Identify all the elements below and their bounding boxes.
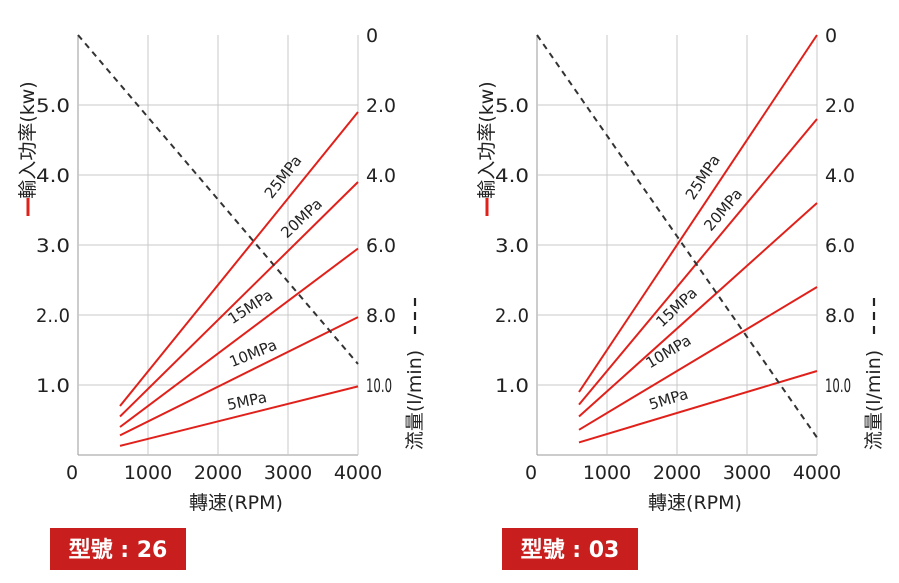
y-right-tick-label: 8.0: [366, 305, 396, 327]
series-label: 20MPa: [700, 185, 746, 235]
y-left-tick-label: 5.0: [36, 95, 70, 117]
y-left-tick-label: 5.0: [495, 95, 529, 117]
y-left-tick-label: 3.0: [36, 235, 70, 257]
y-right-tick-label: 10.0: [366, 375, 392, 397]
model-badge: [502, 528, 638, 570]
y-right-tick-label: 4.0: [366, 165, 396, 187]
y-left-tick-label: 2..0: [36, 305, 70, 327]
y-right-tick-label: 6.0: [825, 235, 855, 257]
series-label: 25MPa: [682, 152, 724, 203]
x-tick-label: 1000: [583, 462, 631, 484]
power-series-line: [119, 181, 359, 418]
x-tick-label: 1000: [124, 462, 172, 484]
power-series-line: [119, 111, 359, 407]
series-label: 5MPa: [647, 385, 691, 414]
y-left-tick-label: 2..0: [495, 305, 529, 327]
power-series-line: [578, 118, 818, 406]
power-series-line: [119, 385, 359, 447]
y-right-axis-title: 流量(l/min): [863, 350, 885, 450]
model-badge-label: 型號 : 03: [521, 538, 620, 563]
x-tick-label: 2000: [194, 462, 242, 484]
power-series-line: [119, 247, 359, 428]
model-badge-label: 型號 : 26: [69, 538, 168, 563]
y-left-axis-title: 輸入功率(kw): [476, 81, 498, 198]
y-left-tick-label: 4.0: [495, 165, 529, 187]
x-tick-label: 0: [525, 462, 537, 484]
power-series-line: [578, 202, 818, 418]
y-right-tick-label: 10.0: [825, 375, 851, 397]
series-label: 25MPa: [261, 152, 306, 202]
power-series-line: [578, 286, 818, 431]
x-tick-label: 2000: [653, 462, 701, 484]
y-right-tick-label: 6.0: [366, 235, 396, 257]
power-series-line: [119, 316, 359, 437]
series-label: 15MPa: [225, 286, 276, 328]
y-right-tick-label: 2.0: [366, 95, 396, 117]
power-series-line: [578, 370, 818, 444]
y-right-tick-label: 0: [366, 25, 378, 47]
y-right-axis-title: 流量(l/min): [404, 350, 426, 450]
x-axis-title: 轉速(RPM): [189, 492, 283, 514]
y-right-tick-label: 0: [825, 25, 837, 47]
x-tick-label: 3000: [723, 462, 771, 484]
x-tick-label: 0: [66, 462, 78, 484]
flow-series-line: [536, 34, 818, 439]
model-badge: [50, 528, 186, 570]
y-left-tick-label: 4.0: [36, 165, 70, 187]
y-left-tick-label: 1.0: [495, 375, 529, 397]
y-left-tick-label: 1.0: [36, 375, 70, 397]
power-series-line: [578, 34, 818, 393]
y-left-tick-label: 3.0: [495, 235, 529, 257]
y-right-tick-label: 8.0: [825, 305, 855, 327]
x-axis-title: 轉速(RPM): [648, 492, 742, 514]
x-tick-label: 4000: [334, 462, 382, 484]
y-left-axis-title: 輸入功率(kw): [17, 81, 39, 198]
y-right-tick-label: 2.0: [825, 95, 855, 117]
x-tick-label: 3000: [264, 462, 312, 484]
y-right-tick-label: 4.0: [825, 165, 855, 187]
x-tick-label: 4000: [793, 462, 841, 484]
